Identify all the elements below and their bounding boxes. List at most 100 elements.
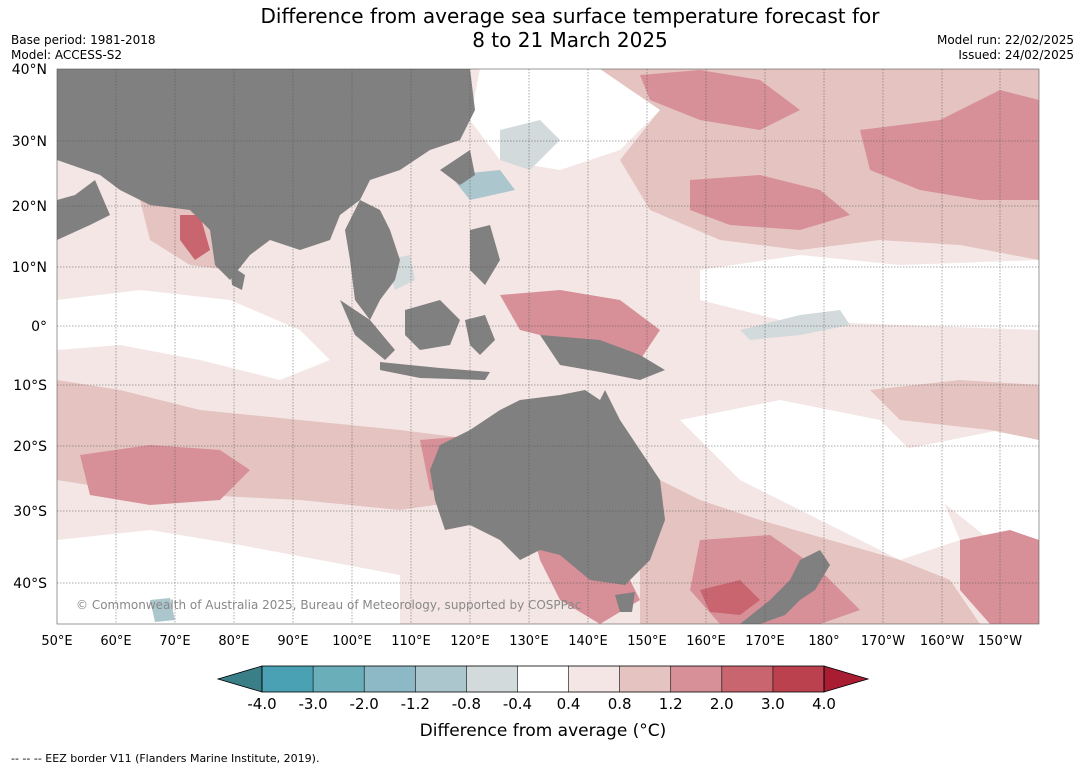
colorbar-tick-label: -0.8 (452, 695, 481, 713)
anomaly-very-strong-region (180, 215, 210, 260)
colorbar-tick-label: 0.4 (557, 695, 581, 713)
longitude-label: 160°W (920, 634, 964, 649)
eez-footnote: -- -- -- EEZ border V11 (Flanders Marine… (11, 752, 320, 765)
sumatra-landmass (340, 300, 395, 360)
colorbar-tick-label: 4.0 (812, 695, 836, 713)
asia-landmass (57, 69, 475, 280)
anomaly-neutral-region (57, 290, 330, 380)
anomaly-cool-region (500, 120, 560, 170)
longitude-label: 150°W (978, 634, 1022, 649)
tasmania-landmass (615, 592, 635, 612)
sulawesi-landmass (465, 315, 495, 355)
longitude-label: 120°E (450, 634, 490, 649)
anomaly-neutral-region (900, 430, 1039, 560)
longitude-label: 180° (808, 634, 839, 649)
longitude-label: 160°E (686, 634, 726, 649)
colorbar-under-arrow (216, 665, 263, 693)
meta-left: Base period: 1981-2018 Model: ACCESS-S2 (11, 33, 156, 63)
colorbar-segment (721, 666, 773, 692)
borneo-landmass (405, 300, 460, 350)
colorbar-segment (415, 666, 467, 692)
longitude-label: 50°E (41, 634, 72, 649)
colorbar-tick-label: 3.0 (761, 695, 785, 713)
anomaly-very-strong-region (700, 580, 760, 615)
colorbar-segment (517, 666, 569, 692)
anomaly-cool-region (150, 598, 175, 622)
colorbar: -4.0 -3.0 -2.0 -1.2 -0.8 -0.4 0.4 0.8 1.2 2.0 3.0 4… (216, 665, 870, 713)
meta-right: Model run: 22/02/2025 Issued: 24/02/2025 (937, 33, 1074, 63)
model-name: Model: ACCESS-S2 (11, 48, 123, 62)
chart-title: Difference from average sea surface temp… (200, 4, 940, 52)
latitude-labels: 40°N 30°N 20°N 10°N 0° 10°S 20°S 30°S 40°S (12, 62, 47, 592)
longitude-label: 60°E (100, 634, 131, 649)
gridlines (57, 69, 1039, 624)
latitude-label: 10°S (13, 378, 47, 394)
longitude-label: 110°E (391, 634, 431, 649)
new-zealand-landmass (740, 550, 830, 624)
anomaly-neutral-region (57, 530, 400, 624)
colorbar-segment (772, 666, 824, 692)
issued-date: Issued: 24/02/2025 (958, 48, 1074, 62)
colorbar-tick-label: -1.2 (401, 695, 430, 713)
latitude-label: 30°S (13, 504, 47, 520)
latitude-label: 40°N (12, 62, 47, 78)
latitude-label: 0° (31, 319, 47, 335)
longitude-label: 170°W (861, 634, 905, 649)
australia-landmass (430, 390, 665, 585)
copyright-text: © Commonwealth of Australia 2025, Bureau… (76, 598, 581, 612)
anomaly-moderate-region (870, 380, 1039, 440)
anomaly-strong-region (860, 90, 1039, 200)
new-guinea-landmass (540, 335, 665, 380)
latitude-label: 20°S (13, 439, 47, 455)
colorbar-tick-label: -3.0 (298, 695, 327, 713)
latitude-label: 40°S (13, 576, 47, 592)
colorbar-tick-label: 2.0 (710, 695, 734, 713)
latitude-label: 20°N (12, 199, 47, 215)
colorbar-tick-label: -2.0 (350, 695, 379, 713)
longitude-label: 70°E (159, 634, 190, 649)
colorbar-segment (568, 666, 620, 692)
colorbar-segment (364, 666, 416, 692)
anomaly-strong-region (690, 175, 850, 230)
colorbar-tick-label: -0.4 (503, 695, 532, 713)
colorbar-title: Difference from average (°C) (419, 721, 667, 741)
longitude-label: 130°E (509, 634, 549, 649)
colorbar-segment (262, 666, 314, 692)
map-frame (56, 68, 1040, 625)
anomaly-strong-region (640, 70, 800, 130)
colorbar-tick-label: -4.0 (247, 695, 276, 713)
colorbar-segment (670, 666, 722, 692)
taiwan-landmass (440, 150, 475, 185)
anomaly-neutral-region (700, 255, 1039, 330)
colorbar-over-arrow (823, 665, 870, 693)
longitude-label: 170°E (745, 634, 785, 649)
philippines-landmass (470, 225, 500, 285)
anomaly-strong-region (500, 290, 660, 360)
colorbar-segment (466, 666, 518, 692)
longitude-label: 90°E (277, 634, 308, 649)
latitude-label: 10°N (12, 260, 47, 276)
indochina-landmass (345, 200, 400, 320)
colorbar-segment (313, 666, 365, 692)
title-line-1: Difference from average sea surface temp… (260, 4, 880, 28)
title-line-2: 8 to 21 March 2025 (472, 28, 668, 52)
longitude-label: 140°E (568, 634, 608, 649)
anomaly-strong-region (80, 445, 250, 505)
colorbar-segment (619, 666, 671, 692)
latitude-label: 30°N (12, 134, 47, 150)
anomaly-cool-region (740, 310, 850, 340)
colorbar-tick-label: 1.2 (659, 695, 683, 713)
model-run: Model run: 22/02/2025 (936, 33, 1074, 47)
longitude-labels: 50°E 60°E 70°E 80°E 90°E 100°E 110°E 120°E 130°E… (41, 634, 1022, 649)
java-landmass (380, 362, 490, 380)
base-period: Base period: 1981-2018 (11, 33, 156, 47)
anomaly-neutral-region (680, 400, 960, 560)
anomaly-strong-region (960, 530, 1039, 624)
land-masses (57, 69, 830, 624)
longitude-label: 80°E (218, 634, 249, 649)
arabian-coast (57, 180, 110, 240)
longitude-label: 100°E (332, 634, 372, 649)
longitude-label: 150°E (627, 634, 667, 649)
colorbar-tick-label: 0.8 (608, 695, 632, 713)
